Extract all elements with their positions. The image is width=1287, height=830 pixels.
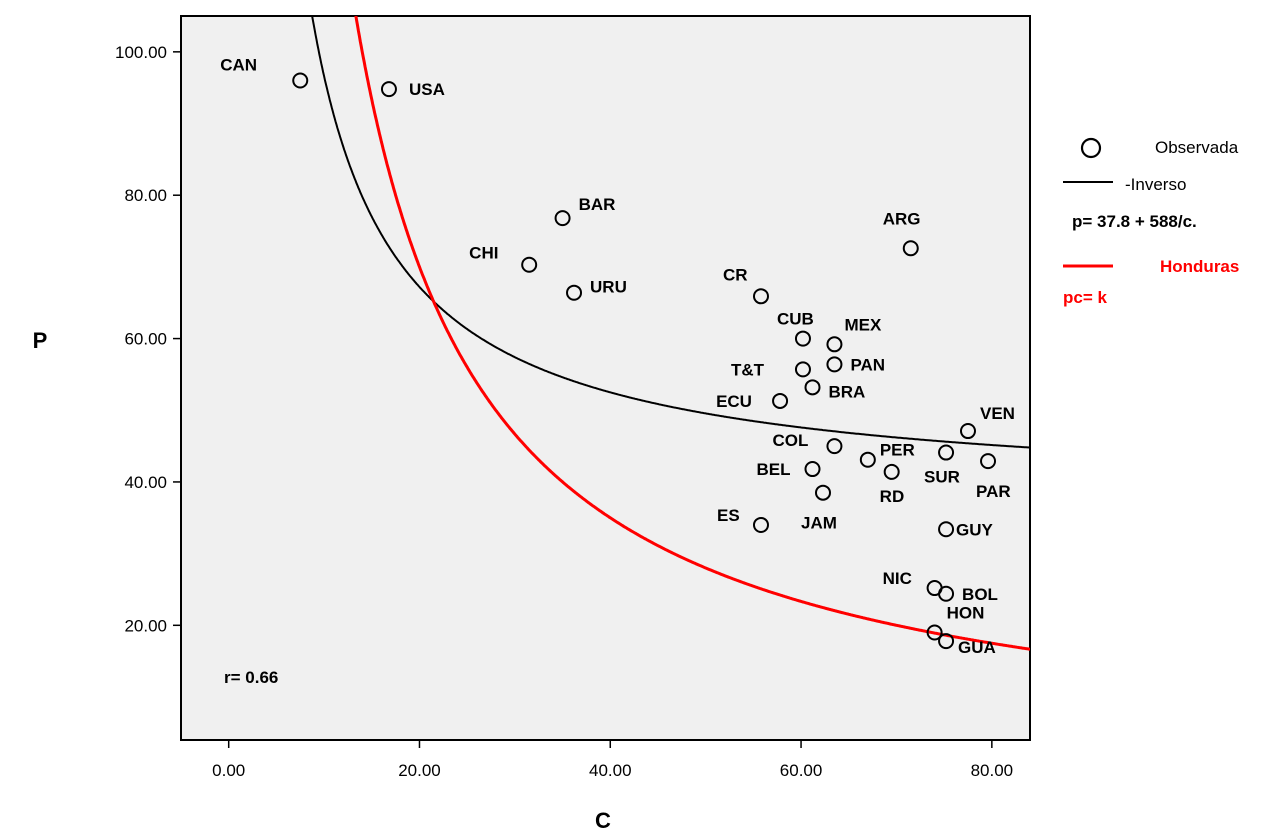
point-ven — [959, 423, 976, 440]
point-pan — [826, 356, 843, 373]
curves — [311, 16, 1030, 651]
legend-inverso-equation: p= 37.8 + 588/c. — [1072, 212, 1197, 231]
point-bra — [804, 379, 821, 396]
legend-inverso-label: -Inverso — [1125, 175, 1186, 194]
point-es — [752, 516, 769, 533]
point-bol — [938, 585, 955, 602]
point-label: JAM — [801, 514, 837, 533]
point-label: GUY — [956, 520, 994, 539]
point-label: COL — [772, 431, 808, 450]
point-label: CHI — [469, 244, 498, 263]
point-label: ES — [717, 506, 740, 525]
y-tick-label: 100.00 — [115, 43, 167, 62]
legend: Observada -Inverso p= 37.8 + 588/c. Hond… — [1063, 137, 1239, 307]
point-label: HON — [947, 603, 985, 622]
annotation-r: r= 0.66 — [224, 668, 278, 687]
point-usa — [380, 81, 397, 98]
point-cub — [794, 330, 811, 347]
point-rd — [883, 463, 900, 480]
x-tick-label: 80.00 — [971, 761, 1014, 780]
x-tick-label: 60.00 — [780, 761, 823, 780]
point-par — [980, 453, 997, 470]
point-label: GUA — [958, 638, 996, 657]
point-bel — [804, 461, 821, 478]
point-ecu — [772, 392, 789, 409]
y-tick-label: 20.00 — [124, 616, 167, 635]
point-jam — [814, 484, 831, 501]
x-tick-label: 0.00 — [212, 761, 245, 780]
point-cr — [752, 288, 769, 305]
point-mex — [826, 336, 843, 353]
y-axis-title: P — [33, 328, 48, 353]
x-tick-label: 20.00 — [398, 761, 441, 780]
point-gua — [938, 633, 955, 650]
x-axis: 0.00 20.00 40.00 60.00 80.00 — [212, 740, 1013, 780]
point-chi — [521, 256, 538, 273]
point-label: URU — [590, 278, 627, 297]
legend-observada-label: Observada — [1155, 138, 1239, 157]
point-label: ARG — [883, 209, 921, 228]
point-label: BRA — [829, 382, 866, 401]
point-sur — [938, 444, 955, 461]
point-label: ECU — [716, 392, 752, 411]
plot-area — [180, 15, 1031, 741]
curve-inverso — [311, 16, 1030, 449]
point-label: PAN — [850, 355, 885, 374]
point-label: USA — [409, 80, 445, 99]
legend-observada-marker — [1080, 137, 1102, 159]
y-tick-label: 80.00 — [124, 186, 167, 205]
point-label: SUR — [924, 468, 960, 487]
y-axis: 20.00 40.00 60.00 80.00 100.00 — [115, 43, 181, 635]
x-axis-title: C — [595, 808, 611, 830]
legend-honduras-equation: pc= k — [1063, 288, 1107, 307]
point-label: RD — [880, 487, 905, 506]
point-arg — [902, 240, 919, 257]
point-can — [292, 72, 309, 89]
point-label: VEN — [980, 404, 1015, 423]
point-bar — [554, 210, 571, 227]
point-label: CUB — [777, 310, 814, 329]
x-tick-label: 40.00 — [589, 761, 632, 780]
y-tick-label: 60.00 — [124, 330, 167, 349]
point-label: BEL — [757, 460, 791, 479]
point-label: PER — [880, 441, 915, 460]
data-points: CAN USA BAR ARG CHI URU CR CUB MEX T&T PAN BRA ECU VE… — [220, 56, 1015, 658]
point-guy — [938, 521, 955, 538]
point-uru — [566, 284, 583, 301]
point-tt — [794, 361, 811, 378]
point-hon — [926, 624, 943, 641]
curve-honduras — [354, 16, 1030, 651]
point-label: BOL — [962, 585, 998, 604]
point-label: NIC — [883, 569, 912, 588]
point-per — [859, 451, 876, 468]
point-label: CR — [723, 265, 748, 284]
y-tick-label: 40.00 — [124, 473, 167, 492]
point-col — [826, 438, 843, 455]
point-label: CAN — [220, 56, 257, 75]
point-label: BAR — [579, 195, 616, 214]
point-label: PAR — [976, 482, 1011, 501]
point-label: MEX — [844, 315, 882, 334]
point-label: T&T — [731, 360, 765, 379]
legend-honduras-label: Honduras — [1160, 257, 1239, 276]
